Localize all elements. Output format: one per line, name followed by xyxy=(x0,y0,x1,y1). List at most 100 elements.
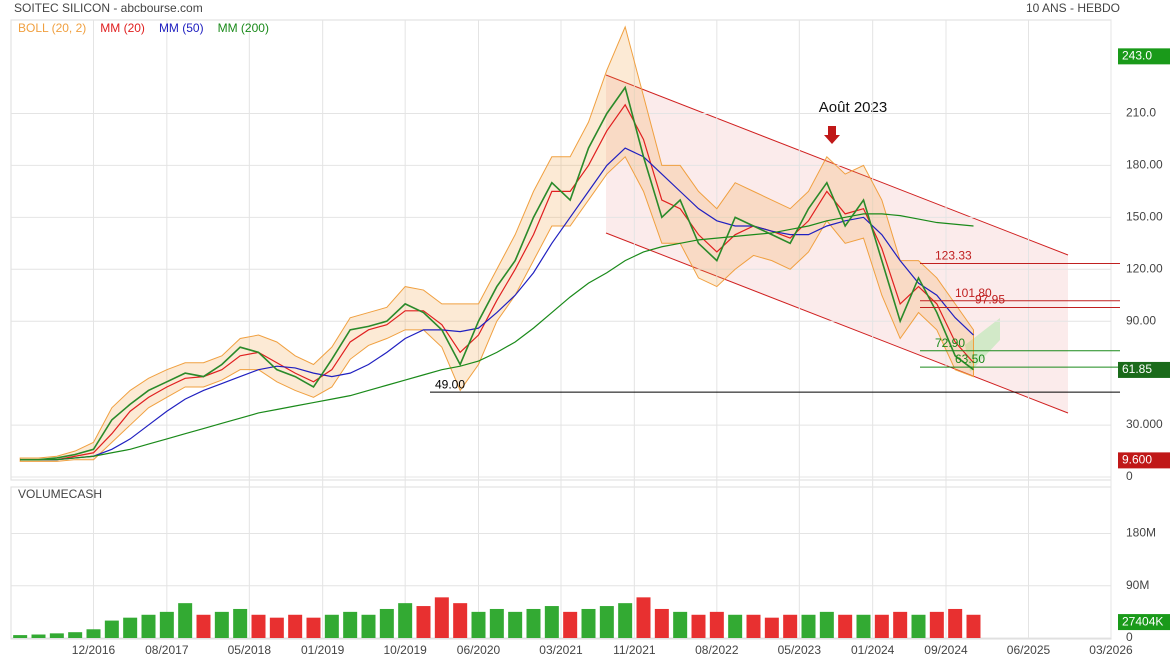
x-tick-label: 03/2026 xyxy=(1089,643,1133,657)
volume-bar xyxy=(673,611,688,638)
ma-line xyxy=(20,213,974,461)
volume-bar xyxy=(654,608,669,638)
volume-bar xyxy=(911,614,926,638)
legend-entry: MM (200) xyxy=(218,21,269,35)
volume-bar xyxy=(251,614,266,638)
volume-bar xyxy=(379,608,394,638)
volume-bar xyxy=(68,632,83,638)
volume-bar xyxy=(893,611,908,638)
y-tick-label: 30.000 xyxy=(1126,417,1163,431)
volume-tag-label: 27404K xyxy=(1122,614,1163,628)
volume-bar xyxy=(288,614,303,638)
volume-bar xyxy=(31,634,46,638)
x-tick-label: 12/2016 xyxy=(72,643,116,657)
volume-bar xyxy=(104,620,119,638)
x-tick-label: 01/2019 xyxy=(301,643,345,657)
y-tick-label: 210.0 xyxy=(1126,106,1156,120)
volume-bar xyxy=(746,614,761,638)
volume-bar xyxy=(324,614,339,638)
volume-bar xyxy=(819,611,834,638)
volume-bar xyxy=(49,633,64,638)
volume-bar xyxy=(618,603,633,638)
legend-entry: MM (50) xyxy=(159,21,204,35)
volume-bar xyxy=(581,608,596,638)
price-tag xyxy=(1118,452,1170,469)
volume-bar xyxy=(636,597,651,638)
volume-bar xyxy=(398,603,413,638)
y-tick-label: 90M xyxy=(1126,578,1149,592)
volume-bar xyxy=(453,603,468,638)
volume-bar xyxy=(838,614,853,638)
level-label: 49.00 xyxy=(435,377,465,391)
volume-bar xyxy=(361,614,376,638)
price-tag-label: 243.0 xyxy=(1122,49,1152,63)
ma-line xyxy=(20,147,974,461)
y-tick-label: 120.00 xyxy=(1126,261,1163,275)
price-tag xyxy=(1118,361,1170,378)
x-tick-label: 01/2024 xyxy=(851,643,895,657)
volume-bar xyxy=(544,606,559,638)
x-tick-label: 03/2021 xyxy=(539,643,583,657)
y-tick-label: 150.00 xyxy=(1126,210,1163,224)
volume-bar xyxy=(691,614,706,638)
title: SOITEC SILICON - abcbourse.com xyxy=(14,1,203,15)
price-line xyxy=(20,85,974,461)
volume-bar xyxy=(856,614,871,638)
volume-bar xyxy=(709,611,724,638)
y-tick-label: 0 xyxy=(1126,469,1133,483)
period: 10 ANS - HEBDO xyxy=(1026,1,1120,15)
price-tag-label: 61.85 xyxy=(1122,362,1152,376)
volume-bar xyxy=(948,608,963,638)
x-tick-label: 11/2021 xyxy=(613,643,656,657)
volume-bar xyxy=(764,617,779,638)
x-tick-label: 06/2025 xyxy=(1007,643,1051,657)
volume-bar xyxy=(214,611,229,638)
volume-bar xyxy=(471,611,486,638)
price-tag-label: 9.600 xyxy=(1122,453,1152,467)
x-tick-label: 08/2017 xyxy=(145,643,189,657)
volume-bar xyxy=(801,614,816,638)
channel-bottom xyxy=(605,232,1069,414)
volume-bar xyxy=(233,608,248,638)
volume-title: VOLUMECASH xyxy=(18,487,102,501)
level-label: 72.90 xyxy=(935,336,965,350)
channel xyxy=(606,75,1068,413)
volume-bar xyxy=(141,614,156,638)
x-tick-label: 09/2024 xyxy=(924,643,968,657)
volume-bar xyxy=(728,614,743,638)
volume-bar xyxy=(599,606,614,638)
volume-bar xyxy=(434,597,449,638)
level-label: 123.33 xyxy=(935,249,972,263)
y-tick-label: 180M xyxy=(1126,526,1156,540)
y-tick-label: 180.00 xyxy=(1126,158,1163,172)
volume-bar xyxy=(783,614,798,638)
y-tick-label: 0 xyxy=(1126,630,1133,644)
level-label: 101.80 xyxy=(955,286,992,300)
volume-bar xyxy=(86,629,101,638)
volume-bar xyxy=(508,611,523,638)
x-tick-label: 10/2019 xyxy=(383,643,427,657)
volume-bar xyxy=(563,611,578,638)
volume-bar xyxy=(489,608,504,638)
y-tick-label: 90.00 xyxy=(1126,313,1156,327)
level-label: 63.50 xyxy=(955,352,985,366)
arrow xyxy=(824,126,840,144)
volume-bar xyxy=(874,614,889,638)
volume-bar xyxy=(343,611,358,638)
x-tick-label: 06/2020 xyxy=(457,643,501,657)
x-tick-label: 08/2022 xyxy=(695,643,739,657)
legend-entry: BOLL (20, 2) xyxy=(18,21,86,35)
volume-bar xyxy=(526,608,541,638)
legend-entry: MM (20) xyxy=(100,21,145,35)
volume-bar xyxy=(13,635,28,638)
volume-tag xyxy=(1118,614,1170,631)
level-label: 97.95 xyxy=(975,293,1005,307)
x-tick-label: 05/2023 xyxy=(778,643,822,657)
volume-bar xyxy=(306,617,321,638)
volume-bar xyxy=(159,611,174,638)
volume-bar xyxy=(416,606,431,638)
ma-line xyxy=(20,103,974,461)
volume-bar xyxy=(966,614,981,638)
volume-bar xyxy=(929,611,944,638)
